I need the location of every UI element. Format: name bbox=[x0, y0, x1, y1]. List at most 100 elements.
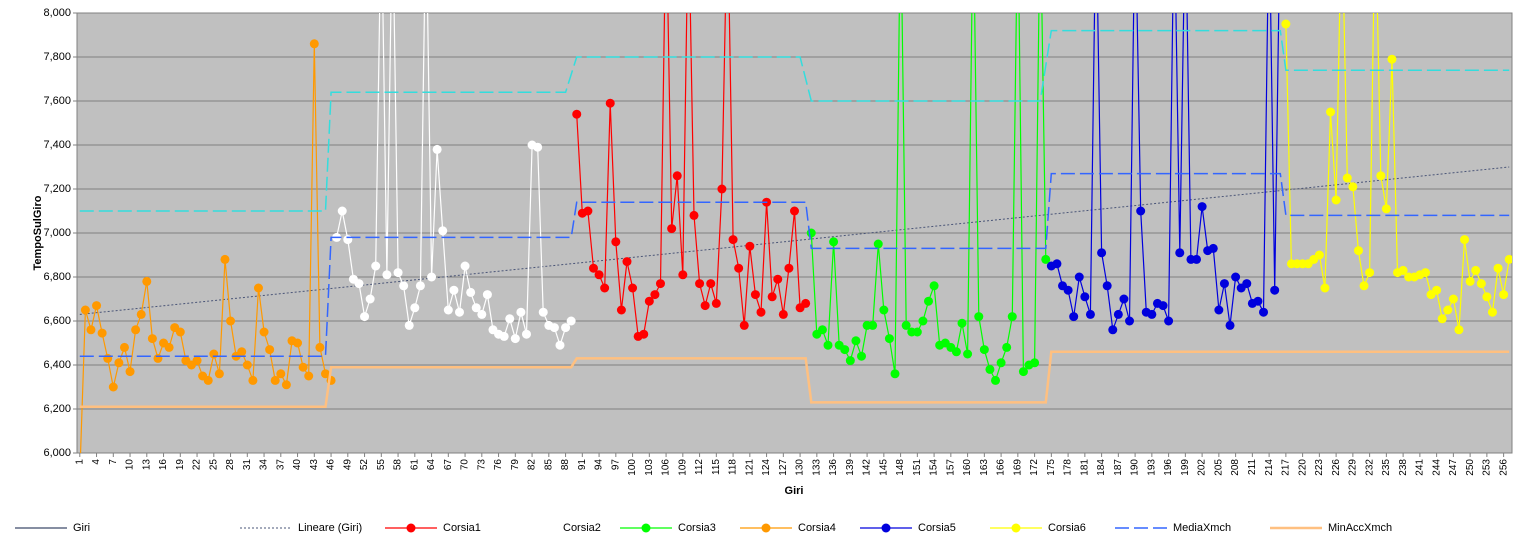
x-tick-label: 85 bbox=[543, 459, 554, 471]
point bbox=[918, 316, 928, 326]
x-tick-label: 181 bbox=[1079, 459, 1090, 476]
point bbox=[801, 298, 811, 308]
point bbox=[1253, 296, 1263, 306]
point bbox=[1460, 235, 1470, 245]
point bbox=[1314, 250, 1324, 260]
x-tick-label: 13 bbox=[141, 459, 152, 471]
point bbox=[108, 382, 118, 392]
x-tick-label: 244 bbox=[1431, 459, 1442, 476]
point bbox=[410, 303, 420, 313]
x-tick-label: 247 bbox=[1448, 459, 1459, 476]
point bbox=[778, 309, 788, 319]
point bbox=[1398, 265, 1408, 275]
x-tick-label: 4 bbox=[91, 459, 102, 465]
x-tick-label: 37 bbox=[275, 459, 286, 471]
point bbox=[851, 336, 861, 346]
point bbox=[1331, 195, 1341, 205]
y-tick-label: 7,400 bbox=[43, 139, 71, 151]
y-tick-label: 7,200 bbox=[43, 183, 71, 195]
point bbox=[985, 364, 995, 374]
point bbox=[382, 270, 392, 280]
point bbox=[1231, 272, 1241, 282]
x-tick-label: 145 bbox=[878, 459, 889, 476]
point bbox=[996, 358, 1006, 368]
point bbox=[1030, 358, 1040, 368]
point bbox=[901, 320, 911, 330]
x-tick-label: 25 bbox=[208, 459, 219, 471]
point bbox=[750, 290, 760, 300]
point bbox=[1225, 320, 1235, 330]
point bbox=[957, 318, 967, 328]
point bbox=[460, 261, 470, 271]
point bbox=[1158, 301, 1168, 311]
point bbox=[136, 309, 146, 319]
point bbox=[1069, 312, 1079, 322]
point bbox=[1041, 254, 1051, 264]
point bbox=[293, 338, 303, 348]
x-tick-label: 121 bbox=[744, 459, 755, 476]
point bbox=[951, 347, 961, 357]
x-tick-label: 202 bbox=[1197, 459, 1208, 476]
x-tick-label: 211 bbox=[1247, 459, 1258, 475]
x-tick-label: 118 bbox=[728, 459, 739, 475]
point bbox=[220, 254, 230, 264]
point bbox=[125, 367, 135, 377]
point bbox=[756, 307, 766, 317]
point bbox=[829, 237, 839, 247]
point bbox=[879, 305, 889, 315]
point bbox=[600, 283, 610, 293]
point bbox=[873, 239, 883, 249]
point bbox=[1002, 342, 1012, 352]
x-tick-label: 64 bbox=[426, 459, 437, 471]
legend-label: MinAccXmch bbox=[1328, 522, 1392, 534]
x-tick-label: 103 bbox=[644, 459, 655, 476]
point bbox=[521, 329, 531, 339]
x-tick-label: 166 bbox=[996, 459, 1007, 476]
x-tick-label: 169 bbox=[1012, 459, 1023, 476]
point bbox=[438, 226, 448, 236]
point bbox=[594, 270, 604, 280]
x-tick-label: 205 bbox=[1213, 459, 1224, 476]
point bbox=[644, 296, 654, 306]
x-tick-label: 241 bbox=[1415, 459, 1426, 476]
x-tick-label: 70 bbox=[460, 459, 471, 471]
point bbox=[432, 144, 442, 154]
point bbox=[443, 305, 453, 315]
point bbox=[806, 228, 816, 238]
point bbox=[1326, 107, 1336, 117]
point bbox=[1007, 312, 1017, 322]
point bbox=[142, 276, 152, 286]
legend-label: Corsia2 bbox=[563, 522, 601, 534]
point bbox=[1125, 316, 1135, 326]
x-tick-label: 10 bbox=[125, 459, 136, 471]
point bbox=[868, 320, 878, 330]
point bbox=[823, 340, 833, 350]
point bbox=[1063, 285, 1073, 295]
point bbox=[466, 287, 476, 297]
point bbox=[1482, 292, 1492, 302]
point bbox=[533, 142, 543, 152]
x-tick-label: 61 bbox=[409, 459, 420, 471]
point bbox=[566, 316, 576, 326]
point bbox=[991, 375, 1001, 385]
point bbox=[1085, 309, 1095, 319]
x-tick-label: 76 bbox=[493, 459, 504, 471]
point bbox=[1471, 265, 1481, 275]
point bbox=[147, 334, 157, 344]
point bbox=[86, 325, 96, 335]
point bbox=[628, 283, 638, 293]
point bbox=[667, 224, 677, 234]
x-tick-label: 232 bbox=[1364, 459, 1375, 476]
x-tick-label: 46 bbox=[326, 459, 337, 471]
point bbox=[1270, 285, 1280, 295]
y-tick-label: 7,800 bbox=[43, 51, 71, 63]
x-tick-label: 157 bbox=[945, 459, 956, 476]
series-line bbox=[79, 166, 1510, 315]
point bbox=[1108, 325, 1118, 335]
legend-marker bbox=[406, 523, 416, 533]
x-tick-label: 79 bbox=[510, 459, 521, 471]
point bbox=[695, 279, 705, 289]
point bbox=[767, 292, 777, 302]
x-tick-label: 163 bbox=[979, 459, 990, 476]
point bbox=[226, 316, 236, 326]
